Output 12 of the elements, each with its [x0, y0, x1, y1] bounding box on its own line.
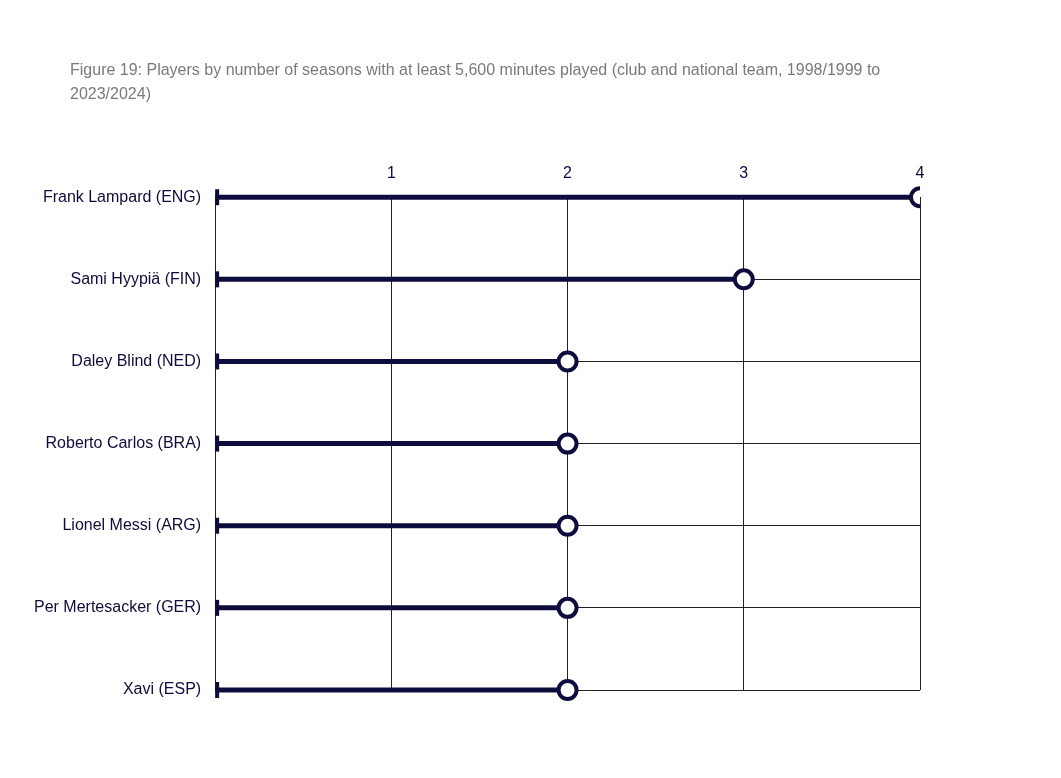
y-tick-label: Xavi (ESP) — [122, 680, 202, 698]
y-tick-label: Frank Lampard (ENG) — [42, 187, 202, 205]
x-tick-label: 2 — [563, 164, 573, 182]
y-tick-label: Per Mertesacker (GER) — [34, 598, 202, 616]
chart-title: Figure 19: Players by number of seasons with at least 5,600 minutes played (club and national team, 1998/1999 to 2023/2024) — [70, 60, 882, 104]
y-tick-label: Daley Blind (NED) — [71, 351, 202, 369]
x-tick-label: 3 — [739, 164, 749, 182]
x-tick-label: 1 — [386, 164, 396, 182]
y-tick-label: Roberto Carlos (BRA) — [45, 434, 202, 452]
x-tick-label: 4 — [915, 164, 925, 182]
y-tick-label: Sami Hyypiä (FIN) — [70, 269, 202, 287]
y-tick-label: Lionel Messi (ARG) — [62, 516, 202, 534]
